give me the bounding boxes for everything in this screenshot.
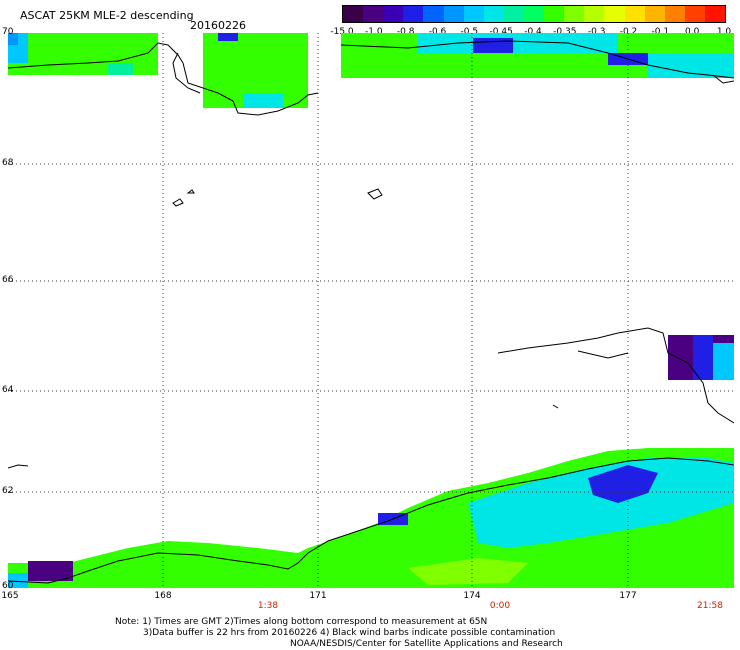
- colorbar-cell: [423, 6, 444, 22]
- chart-title: ASCAT 25KM MLE-2 descending: [20, 9, 194, 22]
- footer-credit: NOAA/NESDIS/Center for Satellite Applica…: [290, 639, 563, 649]
- colorbar-label: -0.2: [619, 27, 638, 37]
- swath-right-mid-blue: [693, 335, 713, 380]
- swath-bottom-left-cyan: [8, 573, 28, 588]
- lat-label-66: 66: [2, 275, 14, 285]
- lat-label-68: 68: [2, 158, 14, 168]
- swath-top-right-blue1: [473, 38, 513, 53]
- colorbar-cell: [704, 6, 726, 22]
- swath-bottom-left-purple: [28, 561, 73, 581]
- colorbar-cell: [343, 6, 364, 22]
- footer-note-2: 3)Data buffer is 22 hrs from 20160226 4)…: [143, 628, 556, 638]
- colorbar-cell: [684, 6, 705, 22]
- swath-bottom-cyan: [468, 458, 734, 548]
- swath-right-mid-cyan: [713, 343, 734, 380]
- colorbar-cell: [503, 6, 524, 22]
- colorbar-cell: [624, 6, 645, 22]
- colorbar-cell: [463, 6, 484, 22]
- lat-label-64: 64: [2, 385, 14, 395]
- colorbar-cell: [483, 6, 504, 22]
- swath-bottom-yellowgreen: [408, 558, 528, 585]
- colorbar-label: -0.8: [396, 27, 415, 37]
- map-svg: [7, 33, 735, 588]
- map-area: [7, 33, 735, 588]
- lat-label-60: 60: [2, 581, 14, 591]
- lon-label-177: 177: [619, 591, 637, 601]
- colorbar: [342, 5, 726, 23]
- lon-label-171: 171: [309, 591, 327, 601]
- colorbar-label: -15.0: [330, 27, 354, 37]
- lat-label-70: 70: [2, 27, 14, 37]
- footer-note-1: Note: 1) Times are GMT 2)Times along bot…: [115, 617, 488, 627]
- colorbar-label: 1.0: [716, 27, 732, 37]
- colorbar-cell: [584, 6, 605, 22]
- time-label-3: 21:58: [697, 601, 723, 611]
- colorbar-label: -1.0: [365, 27, 383, 37]
- swath-bottom-blue: [588, 465, 658, 503]
- colorbar-cell: [383, 6, 404, 22]
- colorbar-label: -0.1: [651, 27, 670, 37]
- swath-top-blue: [218, 33, 238, 41]
- colorbar-cell: [644, 6, 665, 22]
- colorbar-cell: [363, 6, 384, 22]
- colorbar-label: -0.6: [428, 27, 447, 37]
- time-label-2: 0:00: [489, 601, 511, 611]
- time-label-1: 1:38: [257, 601, 279, 611]
- coastlines: [7, 40, 735, 584]
- swath-top-right-mid: [648, 53, 734, 78]
- swath-top-left: [8, 33, 158, 75]
- colorbar-cell: [544, 6, 565, 22]
- colorbar-cell: [523, 6, 545, 22]
- swath-top-mid-cyan: [243, 93, 283, 108]
- lon-label-168: 168: [154, 591, 172, 601]
- lon-label-174: 174: [463, 591, 481, 601]
- lat-label-62: 62: [2, 486, 14, 496]
- gridlines: [8, 33, 734, 588]
- colorbar-cell: [403, 6, 424, 22]
- colorbar-label: -0.3: [587, 27, 606, 37]
- data-swaths: [8, 33, 734, 588]
- lon-label-165: 165: [1, 591, 19, 601]
- swath-top-left-blue: [8, 33, 18, 45]
- colorbar-label: 0.0: [684, 27, 700, 37]
- colorbar-label: -0.4: [524, 27, 542, 37]
- colorbar-cell: [564, 6, 585, 22]
- swath-top-left-edge: [108, 63, 133, 75]
- colorbar-cell: [604, 6, 625, 22]
- colorbar-label: -0.35: [553, 27, 577, 37]
- swath-top-right-cyan: [418, 33, 618, 53]
- colorbar-cell: [443, 6, 464, 22]
- chart-date: 20160226: [190, 19, 246, 32]
- colorbar-label: -0.45: [489, 27, 513, 37]
- colorbar-label: -0.5: [460, 27, 479, 37]
- colorbar-cell: [664, 6, 685, 22]
